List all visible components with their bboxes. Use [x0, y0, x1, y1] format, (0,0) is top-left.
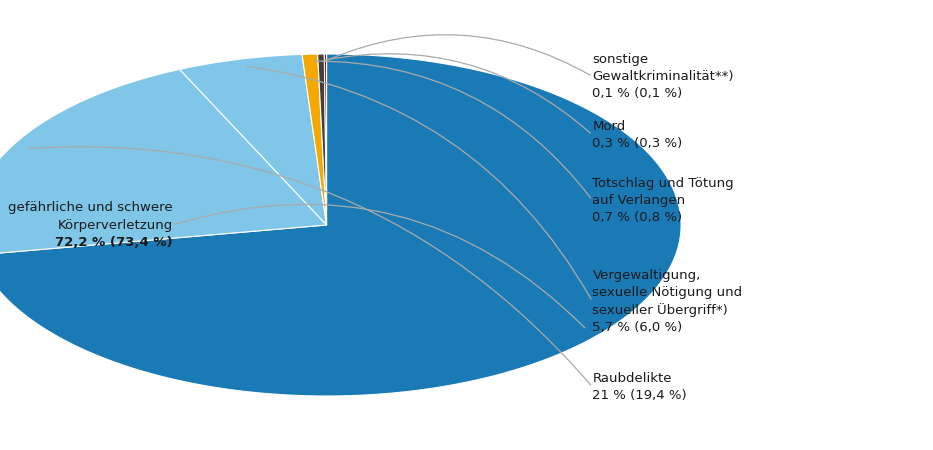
Polygon shape	[317, 54, 327, 225]
Text: sexueller Übergriff*): sexueller Übergriff*)	[592, 303, 728, 317]
Text: sonstige: sonstige	[592, 53, 648, 66]
Text: sexuelle Nötigung und: sexuelle Nötigung und	[592, 287, 743, 299]
Text: Raubdelikte: Raubdelikte	[592, 372, 672, 385]
Text: Körperverletzung: Körperverletzung	[57, 219, 173, 231]
Text: 0,1 % (0,1 %): 0,1 % (0,1 %)	[592, 87, 683, 100]
Text: 0,3 % (0,3 %): 0,3 % (0,3 %)	[592, 137, 683, 150]
Text: 5,7 % (6,0 %): 5,7 % (6,0 %)	[592, 321, 683, 333]
Polygon shape	[0, 69, 327, 255]
Text: auf Verlangen: auf Verlangen	[592, 194, 686, 207]
Polygon shape	[302, 54, 327, 225]
Text: Vergewaltigung,: Vergewaltigung,	[592, 270, 701, 282]
Text: 72,2 % (73,4 %): 72,2 % (73,4 %)	[55, 236, 173, 248]
Text: Mord: Mord	[592, 120, 626, 133]
Text: Totschlag und Tötung: Totschlag und Tötung	[592, 177, 734, 189]
Text: gefährliche und schwere: gefährliche und schwere	[8, 202, 173, 214]
Polygon shape	[0, 54, 681, 396]
Text: Gewaltkriminalität**): Gewaltkriminalität**)	[592, 70, 734, 83]
Text: 21 % (19,4 %): 21 % (19,4 %)	[592, 389, 687, 402]
Polygon shape	[180, 54, 327, 225]
Text: 0,7 % (0,8 %): 0,7 % (0,8 %)	[592, 211, 683, 224]
Polygon shape	[325, 54, 327, 225]
